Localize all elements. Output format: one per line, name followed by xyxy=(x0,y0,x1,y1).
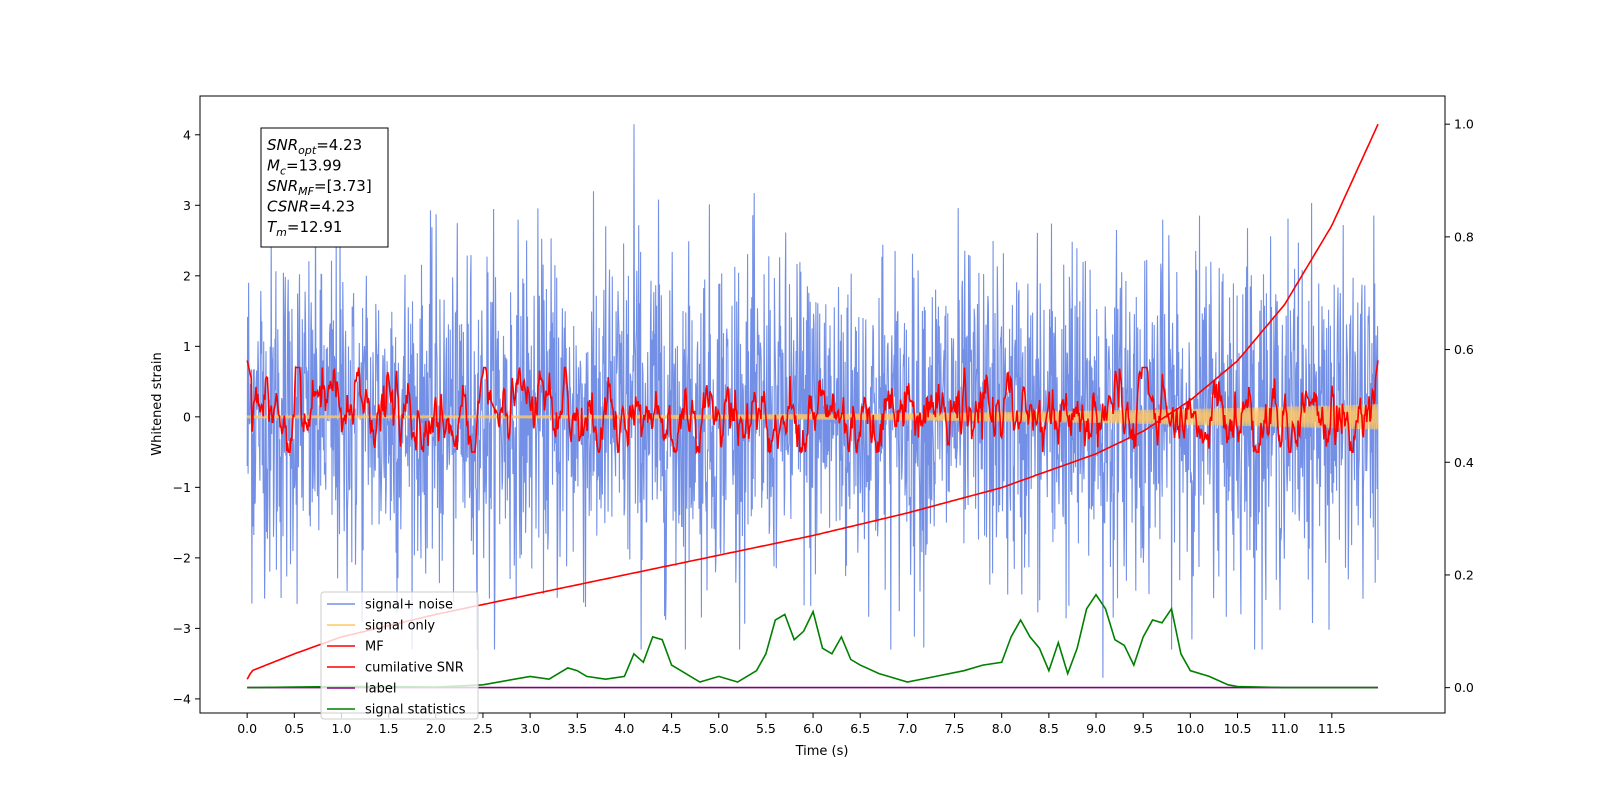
y-tick-label: −1 xyxy=(173,480,191,495)
x-tick-label: 4.5 xyxy=(662,721,682,736)
annotation-subscript: MF xyxy=(298,185,314,198)
legend-label: label xyxy=(365,682,396,697)
x-tick-label: 9.0 xyxy=(1086,721,1106,736)
y-tick-label: 4 xyxy=(183,127,191,142)
x-tick-label: 8.0 xyxy=(992,721,1012,736)
y-tick-label: 3 xyxy=(183,198,191,213)
series-signal-only xyxy=(246,404,1379,430)
legend-label: signal+ noise xyxy=(365,598,453,613)
y2-tick-label: 0.8 xyxy=(1454,229,1474,244)
x-tick-label: 5.0 xyxy=(709,721,729,736)
annotation-line: SNRMF=[3.73] xyxy=(267,177,372,198)
x-tick-label: 9.5 xyxy=(1133,721,1153,736)
x-tick-label: 10.0 xyxy=(1176,721,1204,736)
annotation-line: SNRopt=4.23 xyxy=(267,136,362,157)
y-axis-label: Whitened strain xyxy=(150,352,165,455)
legend: signal+ noise signal only MF cumilative SNR… xyxy=(320,591,479,720)
x-axis-label: Time (s) xyxy=(795,744,849,759)
x-tick-label: 2.0 xyxy=(426,721,446,736)
y2-tick-label: 0.0 xyxy=(1454,680,1474,695)
y-tick-label: 0 xyxy=(183,409,191,424)
y-tick-label: −2 xyxy=(173,550,191,565)
annotation-subscript: c xyxy=(280,165,286,178)
plot-frame xyxy=(199,95,1446,714)
x-tick-label: 4.0 xyxy=(614,721,634,736)
series-signal-noise xyxy=(246,124,1379,678)
x-tick-label: 3.0 xyxy=(520,721,540,736)
annotation-value: =4.23 xyxy=(316,136,362,154)
annotation-box: SNRopt=4.23Mc=13.99SNRMF=[3.73]CSNR=4.23… xyxy=(260,127,389,248)
y2-tick-label: 0.2 xyxy=(1454,567,1474,582)
y-tick-label: 1 xyxy=(183,339,191,354)
annotation-symbol: M xyxy=(267,157,280,175)
annotation-line: CSNR=4.23 xyxy=(267,198,355,216)
x-tick-label: 6.0 xyxy=(803,721,823,736)
x-tick-label: 5.5 xyxy=(756,721,776,736)
series-signal-statistics xyxy=(247,593,1378,689)
y2-tick-label: 0.6 xyxy=(1454,342,1474,357)
annotation-line: Mc=13.99 xyxy=(267,157,342,178)
y-axis-right: 1.0 0.8 0.6 0.4 0.2 0.0 xyxy=(1445,117,1474,695)
annotation-symbol: T xyxy=(267,218,278,236)
x-tick-label: 7.5 xyxy=(945,721,965,736)
legend-label: signal statistics xyxy=(365,703,466,718)
x-tick-label: 11.0 xyxy=(1271,721,1299,736)
annotation-symbol: CSNR xyxy=(267,198,309,216)
x-tick-label: 11.5 xyxy=(1318,721,1346,736)
y-tick-label: 2 xyxy=(183,268,191,283)
annotation-symbol: SNR xyxy=(267,177,298,195)
series-mf xyxy=(246,360,1379,455)
y-tick-label: −4 xyxy=(173,691,191,706)
y-tick-label: −3 xyxy=(173,621,191,636)
legend-frame xyxy=(320,591,479,720)
x-axis: 0.0 0.5 1.0 1.5 2.0 2.5 3.0 3.5 4.0 4.5 5.0 5.5 6.0 6… xyxy=(237,713,1346,736)
x-tick-label: 0.5 xyxy=(284,721,304,736)
x-tick-label: 1.5 xyxy=(379,721,399,736)
annotation-line: Tm=12.91 xyxy=(267,218,342,239)
annotation-value: =13.99 xyxy=(286,157,342,175)
x-tick-label: 0.0 xyxy=(237,721,257,736)
x-tick-label: 2.5 xyxy=(473,721,493,736)
x-tick-label: 10.5 xyxy=(1224,721,1252,736)
y-axis-left: 4 3 2 1 0 −1 −2 −3 −4 xyxy=(173,127,200,706)
annotation-symbol: SNR xyxy=(267,136,298,154)
annotation-frame xyxy=(260,127,389,248)
y2-tick-label: 0.4 xyxy=(1454,455,1474,470)
annotation-subscript: opt xyxy=(298,144,317,157)
x-tick-label: 6.5 xyxy=(850,721,870,736)
x-tick-label: 3.5 xyxy=(567,721,587,736)
annotation-value: =[3.73] xyxy=(314,177,372,195)
legend-label: signal only xyxy=(365,619,435,634)
legend-label: cumilative SNR xyxy=(365,661,464,676)
x-tick-label: 8.5 xyxy=(1039,721,1059,736)
x-tick-label: 1.0 xyxy=(332,721,352,736)
x-tick-label: 7.0 xyxy=(897,721,917,736)
legend-label: MF xyxy=(365,640,384,655)
annotation-subscript: m xyxy=(276,226,287,239)
annotation-value: =4.23 xyxy=(309,198,355,216)
y2-tick-label: 1.0 xyxy=(1454,117,1474,132)
annotation-value: =12.91 xyxy=(287,218,343,236)
